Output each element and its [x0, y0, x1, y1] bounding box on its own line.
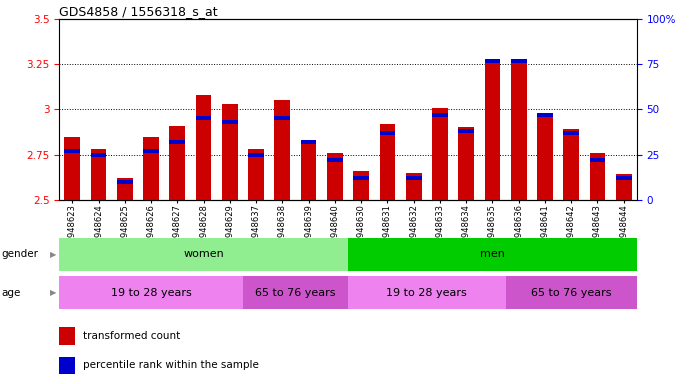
Bar	[59, 238, 348, 271]
Bar	[327, 153, 342, 200]
Bar	[196, 95, 212, 200]
Bar	[196, 116, 212, 121]
Text: 65 to 76 years: 65 to 76 years	[531, 288, 612, 298]
Bar	[537, 115, 553, 200]
Bar	[143, 149, 159, 153]
Bar	[274, 116, 290, 121]
Bar	[169, 140, 185, 144]
Bar	[90, 152, 106, 157]
Bar	[484, 59, 500, 63]
Bar	[406, 173, 422, 200]
Bar	[354, 171, 369, 200]
Bar	[248, 149, 264, 200]
Text: gender: gender	[1, 249, 38, 260]
Bar	[59, 276, 243, 309]
Text: transformed count: transformed count	[84, 331, 181, 341]
Bar	[511, 59, 527, 63]
Bar	[243, 276, 348, 309]
Text: GDS4858 / 1556318_s_at: GDS4858 / 1556318_s_at	[59, 5, 218, 18]
Bar	[348, 238, 637, 271]
Bar	[222, 120, 238, 124]
Bar	[65, 149, 80, 153]
Bar	[563, 131, 579, 135]
Bar	[379, 124, 395, 200]
Bar	[354, 176, 369, 180]
Bar	[327, 158, 342, 162]
Bar	[484, 59, 500, 200]
Bar	[537, 113, 553, 117]
Bar	[406, 176, 422, 180]
Text: age: age	[1, 288, 21, 298]
Bar	[59, 327, 75, 344]
Bar	[432, 113, 448, 117]
Bar	[348, 276, 505, 309]
Bar	[65, 137, 80, 200]
Bar	[458, 129, 474, 133]
Bar	[117, 180, 133, 184]
Bar	[432, 108, 448, 200]
Bar	[117, 178, 133, 200]
Text: 65 to 76 years: 65 to 76 years	[255, 288, 335, 298]
Bar	[301, 140, 317, 144]
Bar	[248, 152, 264, 157]
Text: men: men	[480, 249, 505, 260]
Bar	[616, 176, 631, 180]
Bar	[458, 127, 474, 200]
Bar	[90, 149, 106, 200]
Bar	[274, 101, 290, 200]
Bar	[505, 276, 637, 309]
Text: ▶: ▶	[50, 250, 56, 259]
Bar	[143, 137, 159, 200]
Bar	[169, 126, 185, 200]
Bar	[511, 59, 527, 200]
Text: 19 to 28 years: 19 to 28 years	[386, 288, 467, 298]
Text: ▶: ▶	[50, 288, 56, 297]
Bar	[59, 357, 75, 374]
Text: women: women	[183, 249, 224, 260]
Bar	[590, 158, 606, 162]
Bar	[222, 104, 238, 200]
Bar	[590, 153, 606, 200]
Text: percentile rank within the sample: percentile rank within the sample	[84, 361, 260, 371]
Bar	[616, 174, 631, 200]
Bar	[563, 129, 579, 200]
Text: 19 to 28 years: 19 to 28 years	[111, 288, 191, 298]
Bar	[301, 140, 317, 200]
Bar	[379, 131, 395, 135]
